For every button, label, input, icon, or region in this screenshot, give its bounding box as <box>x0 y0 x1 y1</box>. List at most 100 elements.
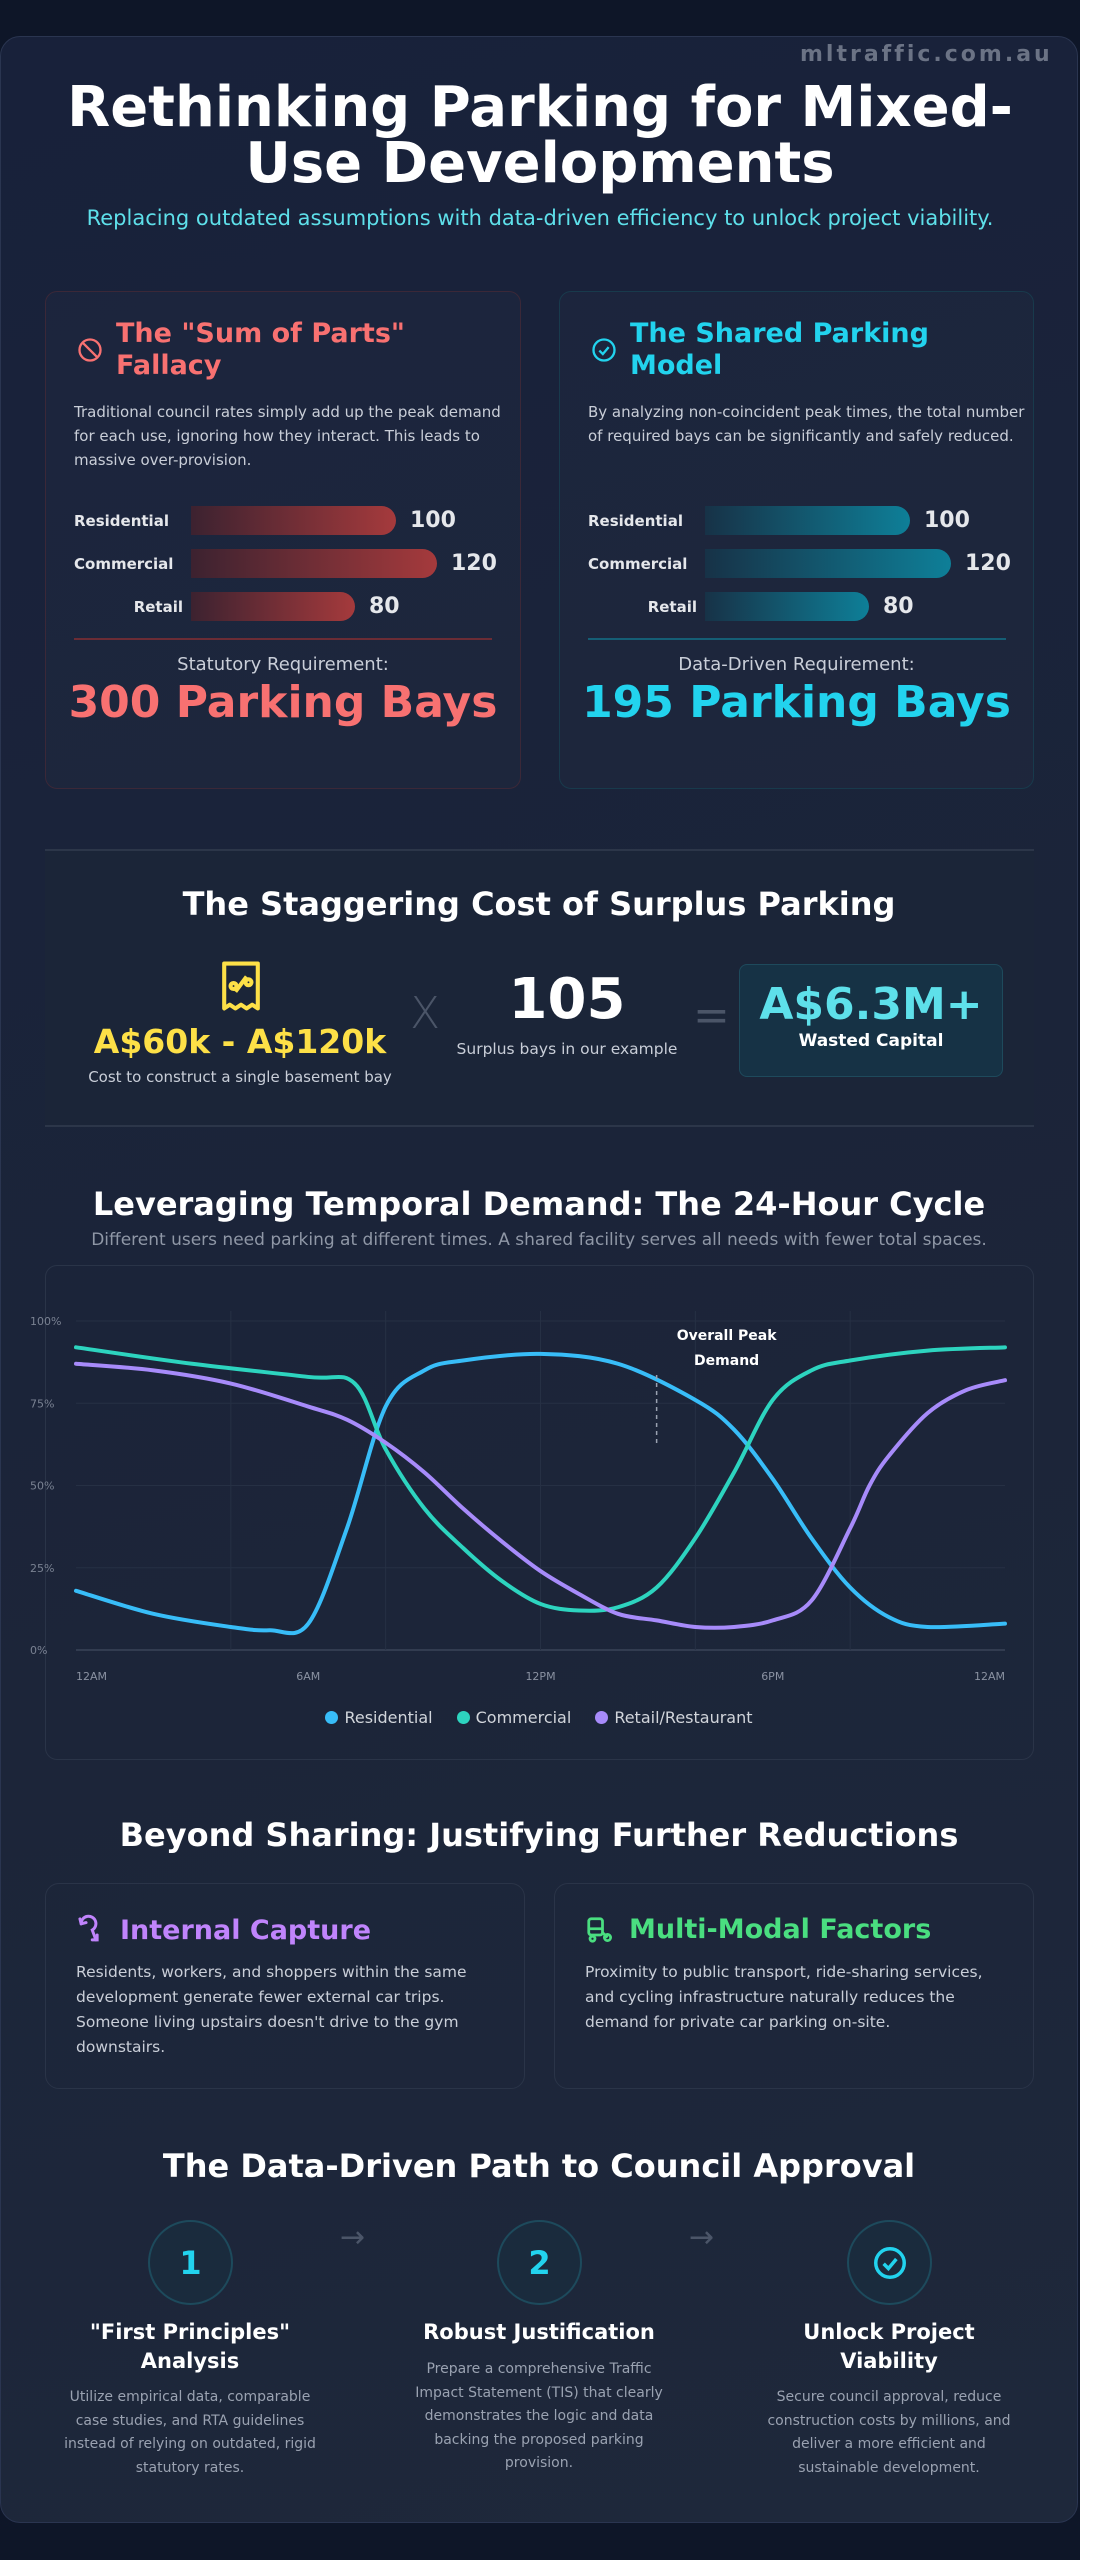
surplus-label: Surplus bays in our example <box>456 1040 678 1058</box>
beyond-title: Beyond Sharing: Justifying Further Reduc… <box>119 1816 959 1854</box>
shared-card: The Shared Parking Model By analyzing no… <box>559 291 1034 789</box>
receipt-icon <box>222 961 260 1011</box>
bar-row-retail: Retail 80 <box>74 592 400 621</box>
bar-value: 120 <box>965 551 1011 576</box>
step-2-title: Robust Justification <box>423 2320 655 2344</box>
step-1-title: "First Principles" Analysis <box>89 2320 291 2373</box>
step-2-badge: 2 <box>497 2220 582 2305</box>
internal-capture-title: Internal Capture <box>120 1914 372 1946</box>
bar-row-residential: Residential 100 <box>74 506 456 535</box>
total-value: A$6.3M+ <box>759 979 983 1030</box>
statutory-label: Statutory Requirement: <box>177 654 389 675</box>
peak-annotation: Overall Peak Demand <box>677 1328 778 1369</box>
bar-label: Retail <box>133 597 183 616</box>
step-2-desc: Prepare a comprehensive Traffic Impact S… <box>415 2361 663 2471</box>
x-tick-label: 12AM <box>76 1670 107 1683</box>
fallacy-desc: Traditional council rates simply add up … <box>74 403 501 469</box>
path-title: The Data-Driven Path to Council Approval <box>162 2147 916 2185</box>
equals-sign: = <box>693 990 730 1041</box>
total-box: A$6.3M+ Wasted Capital <box>739 964 1003 1077</box>
y-tick-label: 75% <box>30 1397 54 1410</box>
series-line-commercial <box>74 1345 1007 1613</box>
legend-label: Commercial <box>475 1708 572 1727</box>
bar-row-residential: Residential 100 <box>588 506 970 535</box>
x-tick-label: 12PM <box>525 1670 555 1683</box>
bar-row-retail: Retail 80 <box>588 592 914 621</box>
y-tick-label: 100% <box>30 1315 61 1328</box>
bar-label: Commercial <box>588 554 688 573</box>
check-circle-icon <box>873 2246 906 2279</box>
legend-item: Commercial <box>456 1708 572 1727</box>
multiply-sign: X <box>410 988 441 1039</box>
chart-card <box>45 1265 1034 1760</box>
temporal-subtitle: Different users need parking at differen… <box>91 1230 987 1250</box>
divider <box>588 638 1006 640</box>
bar-label: Commercial <box>74 554 174 573</box>
fallacy-title: The "Sum of Parts" Fallacy <box>116 318 405 381</box>
y-tick-label: 0% <box>30 1644 47 1657</box>
step-3-title: Unlock Project Viability <box>803 2320 975 2373</box>
bar-label: Residential <box>588 511 683 530</box>
internal-capture-card: Internal Capture Residents, workers, and… <box>45 1883 525 2089</box>
x-tick-label: 6PM <box>761 1670 784 1683</box>
divider <box>74 638 492 640</box>
ban-icon <box>78 338 102 362</box>
page-subtitle: Replacing outdated assumptions with data… <box>86 206 994 230</box>
legend-dot <box>595 1711 609 1724</box>
bar-row-commercial: Commercial 120 <box>74 549 497 578</box>
arrow-icon: → <box>689 2220 715 2255</box>
bar-value: 80 <box>369 594 400 619</box>
y-tick-label: 25% <box>30 1562 54 1575</box>
legend-item: Retail/Restaurant <box>595 1708 753 1727</box>
watermark: mltraffic.com.au <box>800 42 1053 67</box>
shared-title: The Shared Parking Model <box>630 318 929 381</box>
cost-title: The Staggering Cost of Surplus Parking <box>182 885 896 923</box>
bar <box>191 592 355 621</box>
data-driven-value: 195 Parking Bays <box>582 677 1011 728</box>
infographic-card <box>0 36 1078 2523</box>
page-title: Rethinking Parking for Mixed-Use Develop… <box>67 75 1013 196</box>
legend-label: Residential <box>344 1708 433 1727</box>
check-circle-icon <box>592 338 616 362</box>
bar-label: Residential <box>74 511 169 530</box>
statutory-value: 300 Parking Bays <box>68 677 498 728</box>
multi-modal-title: Multi-Modal Factors <box>629 1914 932 1945</box>
x-tick-label: 6AM <box>296 1670 320 1683</box>
bar-value: 120 <box>451 551 497 576</box>
bar <box>705 549 951 578</box>
legend-dot <box>456 1711 470 1724</box>
shared-desc: By analyzing non-coincident peak times, … <box>588 403 1025 445</box>
loop-arrow-icon <box>78 1914 99 1942</box>
total-label: Wasted Capital <box>798 1031 944 1051</box>
bar-label: Retail <box>647 597 697 616</box>
unit-cost: A$60k - A$120k <box>93 1022 387 1061</box>
bar <box>191 549 437 578</box>
bar-value: 80 <box>883 594 914 619</box>
bar-row-commercial: Commercial 120 <box>588 549 1011 578</box>
y-tick-label: 50% <box>30 1480 54 1493</box>
bar <box>191 506 396 535</box>
chart-legend: Residential Commercial Retail/Restaurant <box>0 1708 1078 1727</box>
bar-value: 100 <box>924 508 970 533</box>
series-line-retail-restaurant <box>74 1361 1007 1630</box>
fallacy-card: The "Sum of Parts" Fallacy Traditional c… <box>45 291 521 789</box>
surplus-count: 105 <box>508 967 626 1032</box>
bus-bike-icon <box>587 1916 612 1943</box>
bar <box>705 592 869 621</box>
step-3-badge <box>847 2220 932 2305</box>
multi-modal-desc: Proximity to public transport, ride-shar… <box>585 1963 983 2031</box>
arrow-icon: → <box>340 2220 366 2255</box>
legend-item: Residential <box>325 1708 433 1727</box>
internal-capture-desc: Residents, workers, and shoppers within … <box>76 1963 467 2056</box>
series-line-residential <box>74 1351 1007 1636</box>
step-1-badge: 1 <box>148 2220 233 2305</box>
bar <box>705 506 910 535</box>
legend-dot <box>325 1711 339 1724</box>
bar-value: 100 <box>410 508 456 533</box>
step-1-desc: Utilize empirical data, comparable case … <box>64 2389 316 2476</box>
legend-label: Retail/Restaurant <box>614 1708 753 1727</box>
x-tick-label: 12AM <box>974 1670 1005 1683</box>
data-driven-label: Data-Driven Requirement: <box>678 654 915 675</box>
temporal-title: Leveraging Temporal Demand: The 24-Hour … <box>92 1185 986 1223</box>
